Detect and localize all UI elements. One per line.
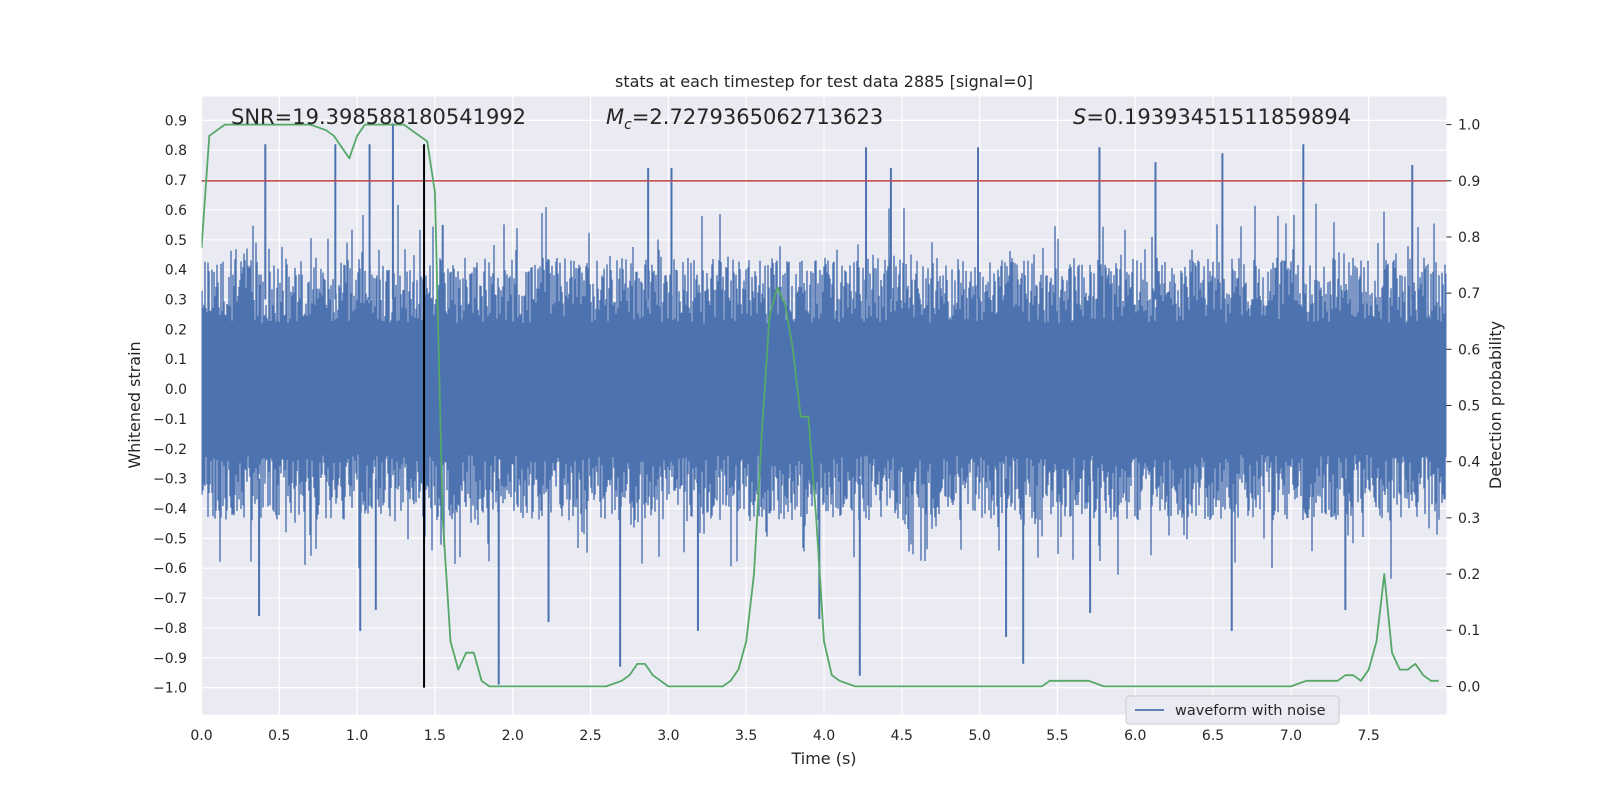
x-tick-label: 2.0: [502, 728, 524, 744]
y-axis-label: Whitened strain: [125, 341, 144, 468]
x-tick-label: 3.5: [735, 728, 757, 744]
y2-tick-label: 0.6: [1458, 342, 1480, 358]
legend-label: waveform with noise: [1175, 703, 1326, 719]
x-tick-label: 4.5: [891, 728, 913, 744]
s-annotation: S=0.19393451511859894: [1073, 105, 1351, 129]
y-tick-label: −0.5: [153, 531, 187, 547]
mc-symbol: M: [606, 105, 624, 129]
y-tick-label: 0.7: [165, 173, 187, 189]
x-tick-label: 3.0: [657, 728, 679, 744]
y-tick-label: −0.6: [153, 561, 187, 577]
y2-tick-label: 0.0: [1458, 679, 1480, 695]
y-tick-label: −0.1: [153, 412, 187, 428]
y-tick-label: −0.3: [153, 472, 187, 488]
x-tick-label: 7.5: [1358, 728, 1380, 744]
legend-box: [1125, 695, 1340, 725]
y-tick-labels: 0.9 0.8 0.7 0.6 0.5 0.4 0.3 0.2 0.1 0.0 −0.1 −0.2 −0…: [153, 113, 187, 696]
y2-tick-label: 0.2: [1458, 567, 1480, 583]
chart-title: stats at each timestep for test data 288…: [615, 72, 1033, 91]
s-value: =0.19393451511859894: [1086, 105, 1351, 129]
y2-tick-label: 0.4: [1458, 455, 1480, 471]
y-tick-label: 0.9: [165, 113, 187, 129]
x-tick-label: 6.0: [1124, 728, 1146, 744]
x-tick-label: 1.0: [346, 728, 368, 744]
x-tick-label: 5.0: [968, 728, 990, 744]
y2-tick-labels: 1.0 0.9 0.8 0.7 0.6 0.5 0.4 0.3 0.2 0.1 0.0: [1446, 118, 1480, 695]
s-symbol: S: [1073, 105, 1086, 129]
y-tick-label: −0.9: [153, 651, 187, 667]
x-tick-label: 7.0: [1280, 728, 1302, 744]
y-tick-label: −1.0: [153, 681, 187, 697]
x-tick-label: 0.5: [268, 728, 290, 744]
x-tick-label: 6.5: [1202, 728, 1224, 744]
y-tick-label: 0.1: [165, 352, 187, 368]
y-tick-label: −0.4: [153, 502, 187, 518]
y-tick-label: −0.8: [153, 621, 187, 637]
y-tick-label: −0.7: [153, 591, 187, 607]
y2-tick-label: 0.8: [1458, 230, 1480, 246]
y-tick-label: 0.8: [165, 143, 187, 159]
y2-tick-label: 0.1: [1458, 623, 1480, 639]
y2-tick-label: 0.5: [1458, 399, 1480, 415]
x-tick-label: 2.5: [579, 728, 601, 744]
detection-probability-points: [201, 124, 1439, 687]
y-tick-label: 0.3: [165, 293, 187, 309]
y2-axis-label: Detection probability: [1486, 321, 1505, 489]
y2-tick-label: 0.3: [1458, 511, 1480, 527]
x-tick-label: 5.5: [1046, 728, 1068, 744]
x-tick-label: 0.0: [190, 728, 212, 744]
y-tick-label: 0.4: [165, 263, 187, 279]
y2-tick-label: 0.7: [1458, 286, 1480, 302]
mc-subscript: c: [624, 117, 632, 133]
y-tick-label: −0.2: [153, 442, 187, 458]
mc-value: =2.7279365062713623: [632, 105, 883, 129]
y-tick-label: 0.2: [165, 322, 187, 338]
x-tick-labels: 0.0 0.5 1.0 1.5 2.0 2.5 3.0 3.5 4.0 4.5 5.0 5.5 6.0 6…: [190, 728, 1379, 744]
y-tick-label: 0.5: [165, 233, 187, 249]
mc-annotation: Mc=2.7279365062713623: [606, 105, 883, 133]
x-axis-label: Time (s): [790, 749, 856, 768]
waveform-noise-body: [201, 203, 1447, 580]
x-tick-label: 1.5: [424, 728, 446, 744]
y2-tick-label: 0.9: [1458, 174, 1480, 190]
x-tick-label: 4.0: [813, 728, 835, 744]
y-tick-label: 0.6: [165, 203, 187, 219]
y-tick-label: 0.0: [165, 382, 187, 398]
snr-annotation: SNR=19.398588180541992: [231, 105, 526, 129]
waveform-with-noise-series: [201, 123, 1447, 685]
legend: waveform with noise: [1125, 695, 1340, 725]
y2-tick-label: 1.0: [1458, 118, 1480, 134]
